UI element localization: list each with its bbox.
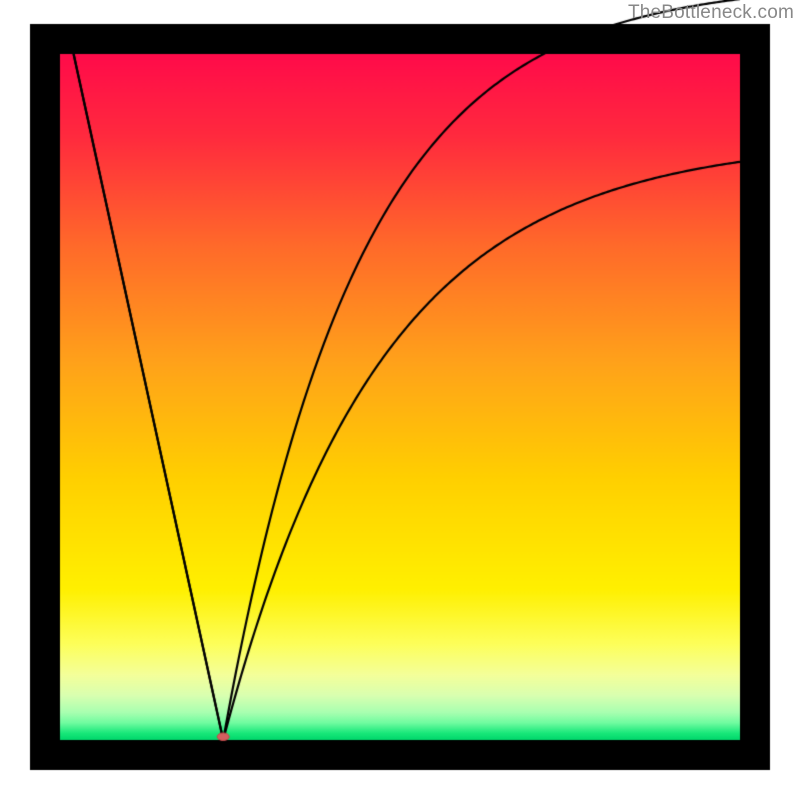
bottleneck-curve-chart [0, 0, 800, 800]
chart-container: TheBottleneck.com [0, 0, 800, 800]
watermark: TheBottleneck.com [628, 2, 794, 24]
